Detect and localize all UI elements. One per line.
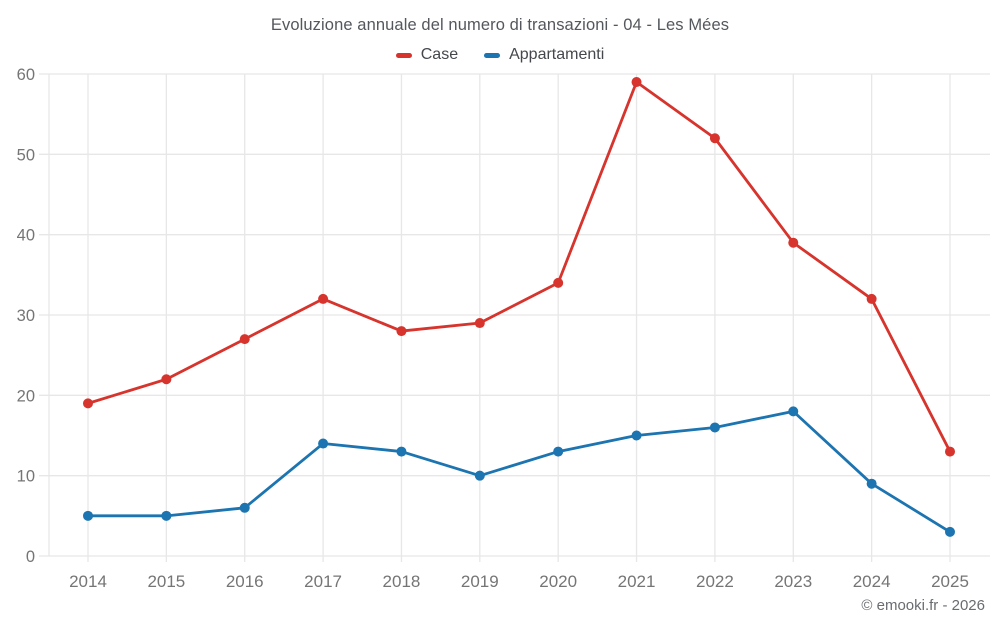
svg-text:30: 30 <box>17 307 35 325</box>
svg-text:2022: 2022 <box>696 572 734 591</box>
svg-text:2015: 2015 <box>147 572 185 591</box>
chart-title: Evoluzione annuale del numero di transaz… <box>270 16 730 34</box>
svg-text:2025: 2025 <box>931 572 969 591</box>
legend-item-case[interactable]: Case <box>395 46 459 64</box>
svg-text:2024: 2024 <box>853 572 891 591</box>
svg-text:2017: 2017 <box>304 572 342 591</box>
legend-item-appartamenti[interactable]: Appartamenti <box>484 46 604 64</box>
svg-text:2018: 2018 <box>383 572 421 591</box>
legend-swatch-case-icon <box>395 52 412 58</box>
svg-text:10: 10 <box>17 468 35 486</box>
svg-text:2014: 2014 <box>69 572 107 591</box>
svg-text:20: 20 <box>17 387 35 405</box>
legend-label-case: Case <box>420 46 459 63</box>
svg-text:50: 50 <box>17 146 35 164</box>
svg-text:2020: 2020 <box>539 572 577 591</box>
svg-text:2023: 2023 <box>774 572 812 591</box>
svg-text:2016: 2016 <box>226 572 264 591</box>
svg-text:40: 40 <box>17 227 35 245</box>
copyright-text: © emooki.fr - 2026 <box>861 597 985 614</box>
svg-text:2021: 2021 <box>618 572 656 591</box>
legend-label-appartamenti: Appartamenti <box>509 46 605 63</box>
legend-swatch-appartamenti-icon <box>484 52 501 58</box>
legend: Case Appartamenti <box>0 46 1000 64</box>
svg-text:2019: 2019 <box>461 572 499 591</box>
svg-text:60: 60 <box>17 66 35 84</box>
svg-text:0: 0 <box>26 548 35 566</box>
